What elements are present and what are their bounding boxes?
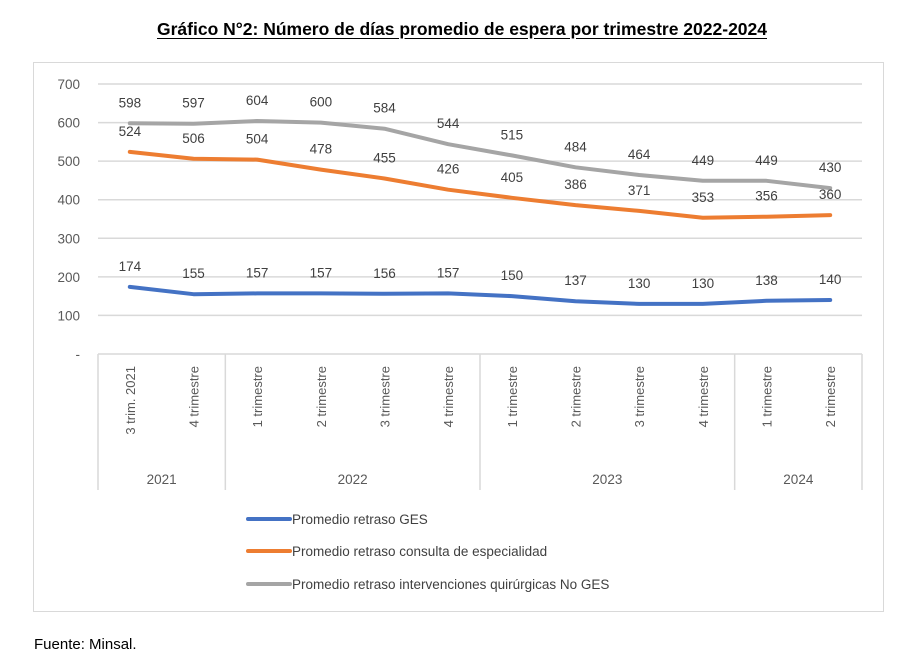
data-label: 449: [692, 153, 715, 168]
data-label: 598: [119, 95, 142, 110]
data-label: 157: [246, 265, 269, 280]
data-label: 155: [182, 266, 205, 281]
series-line-2: [127, 119, 833, 191]
data-label: 150: [501, 268, 524, 283]
data-label: 130: [692, 276, 715, 291]
series-line-0: [127, 284, 833, 306]
category-label: 2 trimestre: [823, 366, 838, 427]
data-label: 157: [437, 265, 460, 280]
category-label: 4 trimestre: [441, 366, 456, 427]
data-label: 356: [755, 189, 778, 204]
category-label: 4 trimestre: [696, 366, 711, 427]
year-label: 2021: [147, 472, 177, 487]
data-label: 506: [182, 131, 205, 146]
data-label: 600: [310, 95, 333, 110]
y-tick-label: -: [76, 347, 81, 362]
legend-label: Promedio retraso GES: [292, 512, 428, 527]
data-label: 138: [755, 273, 778, 288]
data-label: 430: [819, 160, 842, 175]
data-label: 515: [501, 127, 524, 142]
chart-title: Gráfico N°2: Número de días promedio de …: [157, 19, 767, 39]
data-label: 455: [373, 151, 396, 166]
data-label: 524: [119, 124, 142, 139]
chart-frame: [33, 62, 884, 612]
data-label: 130: [628, 276, 651, 291]
category-label: 2 trimestre: [569, 366, 584, 427]
category-label: 1 trimestre: [250, 366, 265, 427]
legend-label: Promedio retraso consulta de especialida…: [292, 544, 547, 559]
data-label: 405: [501, 170, 524, 185]
data-label: 156: [373, 266, 396, 281]
data-label: 484: [564, 139, 587, 154]
data-label: 449: [755, 153, 778, 168]
series-line-1: [127, 149, 833, 220]
data-label: 504: [246, 132, 269, 147]
category-label: 1 trimestre: [760, 366, 775, 427]
data-label: 584: [373, 101, 396, 116]
data-label: 137: [564, 273, 587, 288]
data-label: 426: [437, 162, 460, 177]
y-tick-label: 100: [57, 308, 80, 323]
category-label: 3 trimestre: [378, 366, 393, 427]
y-tick-label: 300: [57, 231, 80, 246]
data-label: 478: [310, 142, 333, 157]
data-label: 386: [564, 177, 587, 192]
data-label: 140: [819, 272, 842, 287]
legend-label: Promedio retraso intervenciones quirúrgi…: [292, 577, 609, 592]
year-label: 2023: [592, 472, 622, 487]
data-label: 371: [628, 183, 651, 198]
data-label: 604: [246, 93, 269, 108]
year-label: 2024: [783, 472, 814, 487]
data-label: 597: [182, 96, 205, 111]
data-label: 353: [692, 190, 715, 205]
year-label: 2022: [338, 472, 368, 487]
category-label: 4 trimestre: [187, 366, 202, 427]
y-tick-label: 500: [57, 154, 80, 169]
y-tick-label: 400: [57, 193, 80, 208]
category-label: 2 trimestre: [314, 366, 329, 427]
category-label: 3 trimestre: [632, 366, 647, 427]
category-label: 3 trim. 2021: [123, 366, 138, 435]
data-label: 464: [628, 147, 651, 162]
category-label: 1 trimestre: [505, 366, 520, 427]
y-tick-label: 600: [57, 116, 80, 131]
y-tick-label: 700: [57, 77, 80, 92]
data-label: 544: [437, 116, 460, 131]
data-label: 157: [310, 265, 333, 280]
data-label: 360: [819, 187, 842, 202]
source-note: Fuente: Minsal.: [34, 636, 137, 653]
data-label: 174: [119, 259, 142, 274]
y-tick-label: 200: [57, 270, 80, 285]
